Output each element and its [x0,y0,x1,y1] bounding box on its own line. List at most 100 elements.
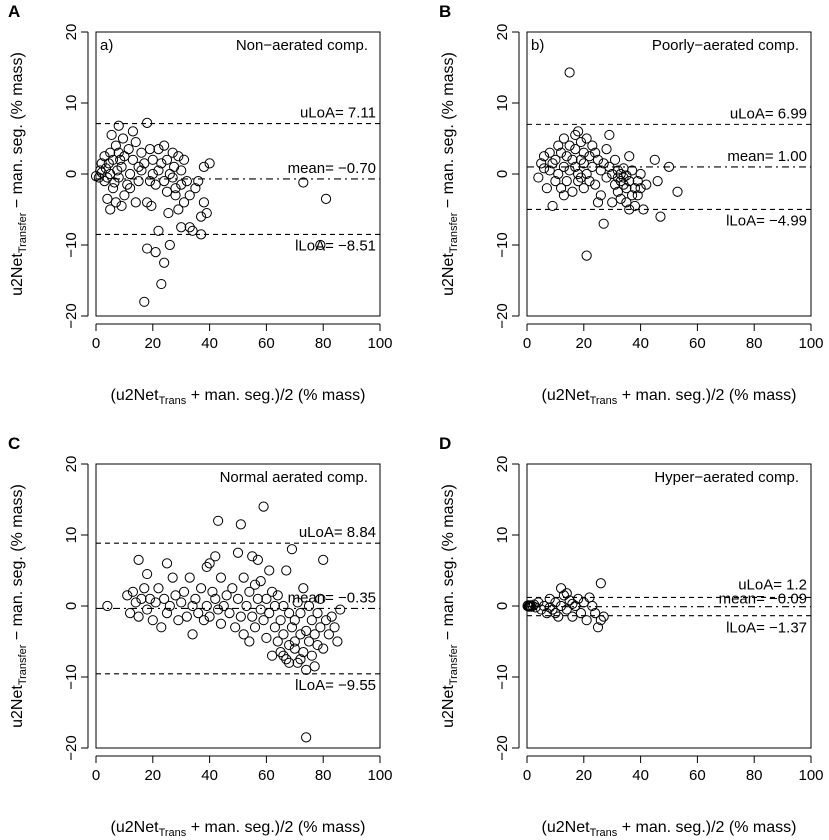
y-tick-label: −10 [63,232,80,257]
mean-label: mean= −0.09 [719,591,807,608]
data-point [298,583,309,594]
data-point [150,247,161,258]
data-point [598,218,609,229]
data-point [527,600,538,612]
data-point [232,547,244,558]
data-point [124,183,136,194]
data-point [133,554,144,565]
data-point [567,186,578,197]
panel-title: Hyper−aerated comp. [654,469,799,486]
uLoA-label: uLoA= 6.99 [730,105,807,122]
data-point [167,572,178,583]
data-point [590,179,601,190]
data-point [258,501,269,512]
data-point [309,629,320,640]
data-point [326,611,337,622]
data-point [113,147,124,158]
data-point [156,158,167,169]
data-point [136,165,147,176]
x-tick-label: 80 [746,767,763,784]
panel-d: D 0 20 40 60 80 100 −20 −10 0 10 20 (u2NetTrans + ma… [439,434,824,839]
data-point [550,154,561,165]
data-point [538,600,550,612]
x-title-rest: + man. seg.)/2 (% mass) [617,387,796,404]
data-point [230,622,241,633]
uLoA-label: uLoA= 1.2 [738,576,807,593]
data-point [173,615,184,626]
data-point [618,179,629,190]
data-point [604,129,615,141]
y-tick-label: 0 [63,170,80,178]
y-tick-label: 0 [494,602,511,610]
data-point [295,654,306,665]
x-tick-label: 0 [92,767,100,784]
y-tick-label: −10 [494,664,511,689]
y-tick-label: 10 [63,527,80,544]
lLoA-label: lLoA= −1.37 [726,620,807,637]
data-point [575,154,587,165]
data-point [210,551,221,562]
data-point [595,578,606,589]
data-point [170,183,181,194]
data-point [590,147,601,158]
x-tick-label: 40 [632,335,649,352]
data-point [176,222,187,233]
data-point [573,126,584,137]
x-tick-label: 20 [575,335,592,352]
data-point [163,207,174,219]
y-tick-label: −20 [63,735,80,760]
data-point [232,593,244,605]
x-title-rest: + man. seg.)/2 (% mass) [617,819,796,836]
data-point [123,144,134,155]
data-point [169,161,180,172]
data-point [567,611,578,622]
data-point [184,572,195,583]
x-axis-title: (u2NetTrans + man. seg.)/2 (% mass) [542,819,797,839]
data-point [278,600,289,612]
data-point [161,186,173,197]
data-point [301,625,312,636]
y-tick-label: 10 [494,527,511,544]
data-point [578,158,589,169]
data-point [204,558,215,569]
uLoA-label: uLoA= 7.11 [300,105,376,122]
data-point [587,600,598,612]
data-point [595,165,606,176]
data-point [139,296,150,307]
y-tick-label: −20 [494,303,511,328]
data-point [221,590,232,601]
data-point [193,608,204,619]
data-point [615,193,626,204]
data-point [176,179,187,190]
panel-title: Non−aerated comp. [236,37,368,54]
data-point [159,593,170,605]
data-point [161,608,173,619]
data-point [598,158,609,169]
y-axis-title: u2NetTransfer − man. seg. (% mass) [9,52,29,296]
data-point [195,211,207,222]
data-point [558,133,570,144]
data-point [663,161,675,172]
data-point [190,593,201,605]
data-point [558,190,570,201]
data-point [281,565,292,576]
data-point [201,207,212,219]
data-point [266,586,278,597]
panel-title: Normal aerated comp. [220,469,368,486]
x-tick-label: 40 [201,335,218,352]
data-point [198,161,210,172]
plot-frame [526,31,812,317]
y-tick-label: 20 [494,24,511,41]
y-title-subscript: Transfer [448,644,460,685]
data-point [641,179,652,190]
data-point [106,129,117,141]
panel-title: Poorly−aerated comp. [652,37,799,54]
data-point [261,593,272,605]
data-point [561,176,572,187]
data-point [318,643,329,654]
data-point [672,186,683,197]
y-tick-label: 20 [494,456,511,473]
data-point [164,239,175,251]
data-point [652,176,663,187]
data-point [201,561,212,573]
